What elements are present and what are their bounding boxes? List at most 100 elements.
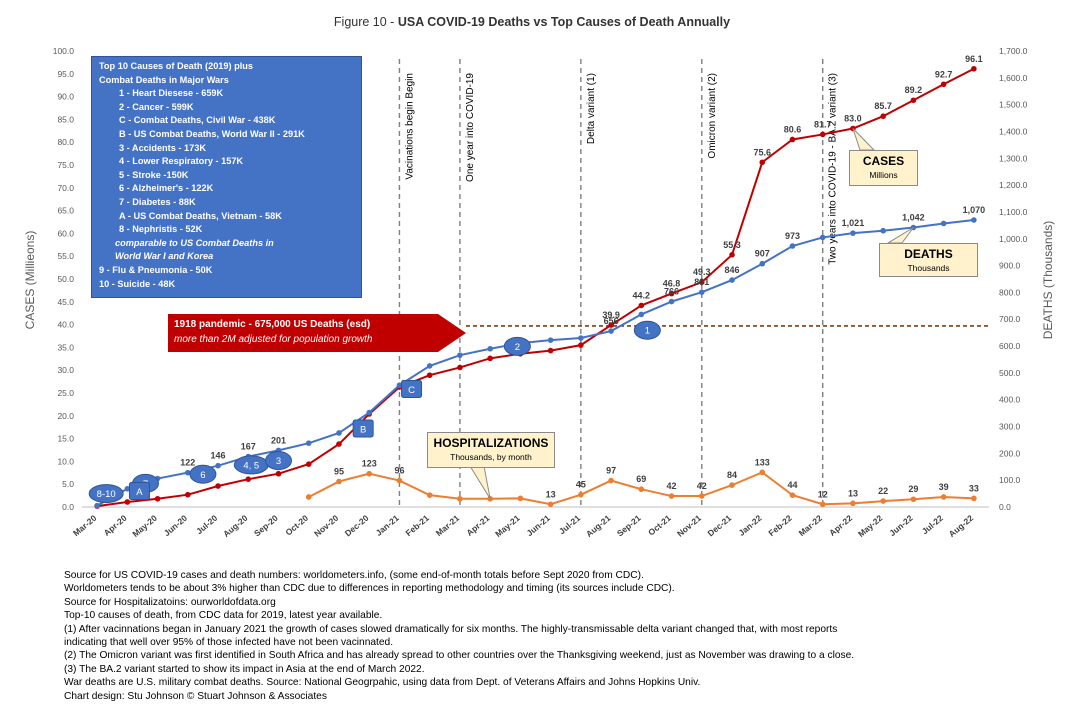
data-point bbox=[668, 493, 675, 499]
data-point bbox=[850, 500, 856, 507]
data-point bbox=[457, 364, 463, 371]
data-label: 55.3 bbox=[723, 240, 741, 250]
x-tick-label: Dec-21 bbox=[706, 513, 734, 539]
data-label: 1,070 bbox=[963, 205, 986, 215]
deaths-callout: DEATHS Thousands bbox=[879, 243, 978, 277]
data-point bbox=[971, 65, 977, 72]
data-label: 81.7 bbox=[814, 119, 832, 129]
left-tick-label: 15.0 bbox=[57, 434, 74, 444]
left-tick-label: 80.0 bbox=[57, 137, 74, 147]
data-point bbox=[789, 243, 796, 249]
data-point bbox=[759, 260, 766, 267]
data-point bbox=[336, 441, 342, 447]
data-point bbox=[910, 496, 917, 503]
x-tick-label: May-21 bbox=[493, 513, 522, 539]
data-point bbox=[305, 440, 312, 446]
left-tick-label: 20.0 bbox=[57, 411, 74, 421]
data-label: 201 bbox=[271, 435, 286, 445]
marker-badge bbox=[265, 451, 293, 471]
data-label: 97 bbox=[606, 466, 616, 476]
legend-heading: Top 10 Causes of Death (2019) plus bbox=[99, 61, 254, 71]
left-tick-label: 70.0 bbox=[57, 183, 74, 193]
marker-label: B bbox=[360, 424, 366, 435]
event-annotation: Vacinations begin Begin bbox=[404, 73, 415, 180]
source-notes: Source for US COVID-19 cases and death n… bbox=[64, 569, 1054, 703]
data-point bbox=[819, 234, 826, 241]
data-label: 33 bbox=[969, 483, 979, 493]
data-point bbox=[124, 499, 131, 505]
data-label: 1,042 bbox=[902, 212, 925, 222]
data-point bbox=[457, 495, 463, 502]
data-point bbox=[547, 337, 554, 343]
data-label: 44 bbox=[787, 480, 797, 490]
right-tick-label: 800.0 bbox=[999, 287, 1021, 297]
x-tick-label: Apr-21 bbox=[464, 513, 491, 538]
right-tick-label: 1,400.0 bbox=[999, 126, 1028, 136]
note-line: Chart design: Stu Johnson © Stuart Johns… bbox=[64, 690, 327, 702]
legend-item: A - US Combat Deaths, Vietnam - 58K bbox=[119, 210, 282, 221]
legend-item: 3 - Accidents - 173K bbox=[119, 142, 206, 153]
legend-item: 7 - Diabetes - 88K bbox=[119, 196, 196, 207]
note-line: Source for Hospitalizatoins: ourworldofd… bbox=[64, 596, 276, 608]
deaths-title: DEATHS bbox=[904, 247, 953, 261]
right-tick-label: 1,500.0 bbox=[999, 100, 1028, 110]
data-point bbox=[245, 476, 252, 482]
left-tick-label: 40.0 bbox=[57, 320, 74, 330]
legend-item: 1 - Heart Diesese - 659K bbox=[119, 88, 224, 99]
marker-badge bbox=[352, 419, 374, 438]
data-label: 1,021 bbox=[842, 218, 865, 228]
data-point bbox=[426, 492, 433, 498]
note-line: War deaths are U.S. military combat deat… bbox=[64, 677, 701, 689]
data-point bbox=[638, 302, 645, 309]
causes-legend-box: Top 10 Causes of Death (2019) plus Comba… bbox=[91, 56, 362, 298]
x-tick-label: Oct-21 bbox=[646, 513, 673, 538]
legend-item: C - Combat Deaths, Civil War - 438K bbox=[119, 115, 276, 126]
left-tick-label: 65.0 bbox=[57, 206, 74, 216]
note-line: (2) The Omicron variant was first identi… bbox=[64, 650, 855, 662]
data-point bbox=[578, 335, 584, 341]
data-point bbox=[426, 372, 433, 379]
left-tick-label: 55.0 bbox=[57, 251, 74, 261]
right-tick-label: 400.0 bbox=[999, 395, 1021, 405]
note-line: (3) The BA.2 variant started to show its… bbox=[64, 663, 425, 675]
left-tick-label: 50.0 bbox=[57, 274, 74, 284]
data-label: 42 bbox=[667, 481, 677, 491]
data-label: 83.0 bbox=[844, 114, 862, 124]
left-tick-label: 75.0 bbox=[57, 160, 74, 170]
data-point bbox=[517, 495, 524, 502]
x-tick-label: Apr-22 bbox=[827, 513, 854, 538]
legend-item: 6 - Alzheimer's - 122K bbox=[119, 183, 214, 194]
legend-item: 2 - Cancer - 599K bbox=[119, 101, 194, 112]
x-tick-label: Feb-21 bbox=[404, 513, 432, 538]
data-point bbox=[638, 311, 645, 318]
legend-item: 10 - Suicide - 48K bbox=[99, 278, 176, 289]
data-point bbox=[668, 290, 675, 297]
data-point bbox=[880, 498, 886, 504]
data-label: 907 bbox=[755, 249, 770, 259]
left-tick-label: 45.0 bbox=[57, 297, 74, 307]
hospitalizations-sub: Thousands, by month bbox=[450, 452, 532, 462]
x-tick-label: Aug-22 bbox=[947, 513, 976, 539]
data-label: 85.7 bbox=[874, 101, 892, 111]
cases-pointer bbox=[852, 128, 876, 151]
legend-heading-2: Combat Deaths in Major Wars bbox=[99, 74, 229, 85]
right-tick-label: 0.0 bbox=[999, 502, 1011, 512]
x-tick-label: Oct-20 bbox=[283, 513, 310, 538]
data-point bbox=[729, 482, 735, 488]
hospitalizations-title: HOSPITALIZATIONS bbox=[433, 436, 549, 450]
data-point bbox=[305, 494, 312, 500]
x-tick-label: Nov-20 bbox=[312, 513, 340, 539]
left-tick-label: 30.0 bbox=[57, 365, 74, 375]
right-tick-label: 1,300.0 bbox=[999, 153, 1028, 163]
data-label: 96.1 bbox=[965, 54, 983, 64]
data-point bbox=[729, 277, 735, 283]
data-label: 49.3 bbox=[693, 267, 711, 277]
data-point bbox=[940, 220, 947, 227]
right-tick-label: 1,700.0 bbox=[999, 46, 1028, 56]
legend-item: 9 - Flu & Pneumonia - 50K bbox=[99, 264, 213, 275]
marker-label: 4, 5 bbox=[243, 460, 259, 471]
data-label: 95 bbox=[334, 466, 344, 476]
data-point bbox=[698, 493, 705, 499]
marker-badge bbox=[633, 320, 661, 340]
data-point bbox=[154, 495, 161, 502]
